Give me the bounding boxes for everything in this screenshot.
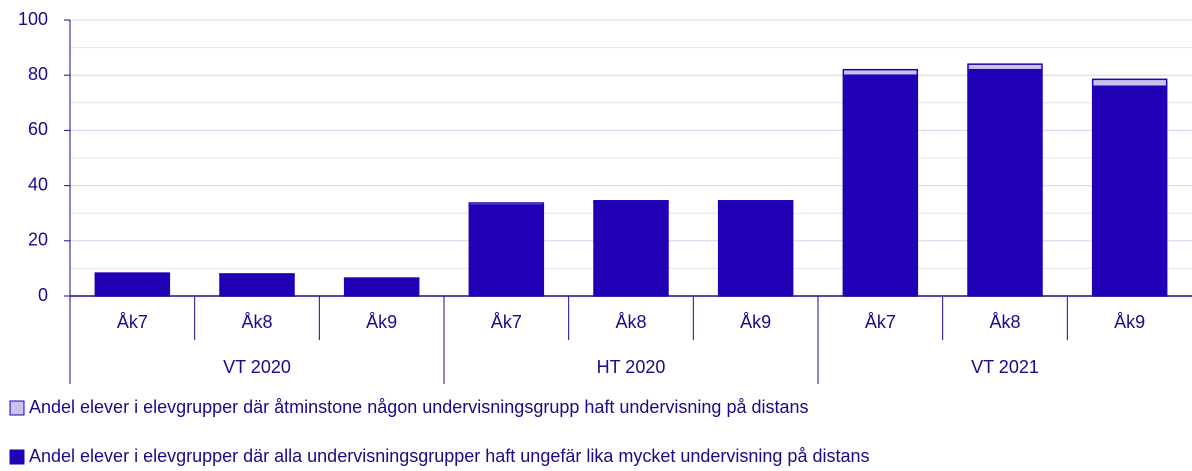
y-tick-label: 60 [28, 119, 48, 139]
bar-segment [842, 68, 919, 76]
bar-segment [343, 277, 420, 280]
x-tick-label: Åk9 [366, 312, 397, 332]
legend-swatch [9, 400, 25, 416]
legend-label: Andel elever i elevgrupper där alla unde… [29, 446, 870, 466]
group-label: VT 2021 [971, 357, 1039, 377]
bar-segment [967, 63, 1043, 71]
y-tick-label: 80 [28, 64, 48, 84]
y-tick-label: 0 [38, 285, 48, 305]
bar-segment [94, 272, 171, 275]
bar-segment [219, 273, 295, 276]
x-tick-label: Åk8 [989, 312, 1020, 332]
x-tick-label: Åk7 [491, 312, 522, 332]
x-tick-label: Åk7 [865, 312, 896, 332]
legend-swatch [9, 449, 25, 465]
bar-segment [1091, 78, 1168, 87]
bar-segment [1091, 85, 1168, 297]
x-tick-label: Åk8 [241, 312, 272, 332]
legend-label: Andel elever i elevgrupper där åtminston… [29, 397, 809, 417]
group-label: VT 2020 [223, 357, 291, 377]
x-tick-label: Åk7 [117, 312, 148, 332]
bar-segment [468, 204, 545, 297]
bar-segment [593, 201, 669, 297]
bar-segment [468, 202, 545, 206]
y-tick-label: 100 [18, 9, 48, 29]
x-tick-label: Åk8 [615, 312, 646, 332]
y-tick-label: 40 [28, 174, 48, 194]
y-tick-label: 20 [28, 230, 48, 250]
bar-segment [842, 74, 919, 297]
bar-segment [593, 200, 669, 203]
x-tick-label: Åk9 [1114, 312, 1145, 332]
bar-segment [717, 200, 794, 203]
bar-segment [219, 273, 295, 297]
bar-segment [94, 273, 171, 297]
bar-segment [717, 201, 794, 297]
bar-segment [343, 278, 420, 297]
bar-segment [967, 68, 1043, 297]
group-label: HT 2020 [597, 357, 666, 377]
x-tick-label: Åk9 [740, 312, 771, 332]
